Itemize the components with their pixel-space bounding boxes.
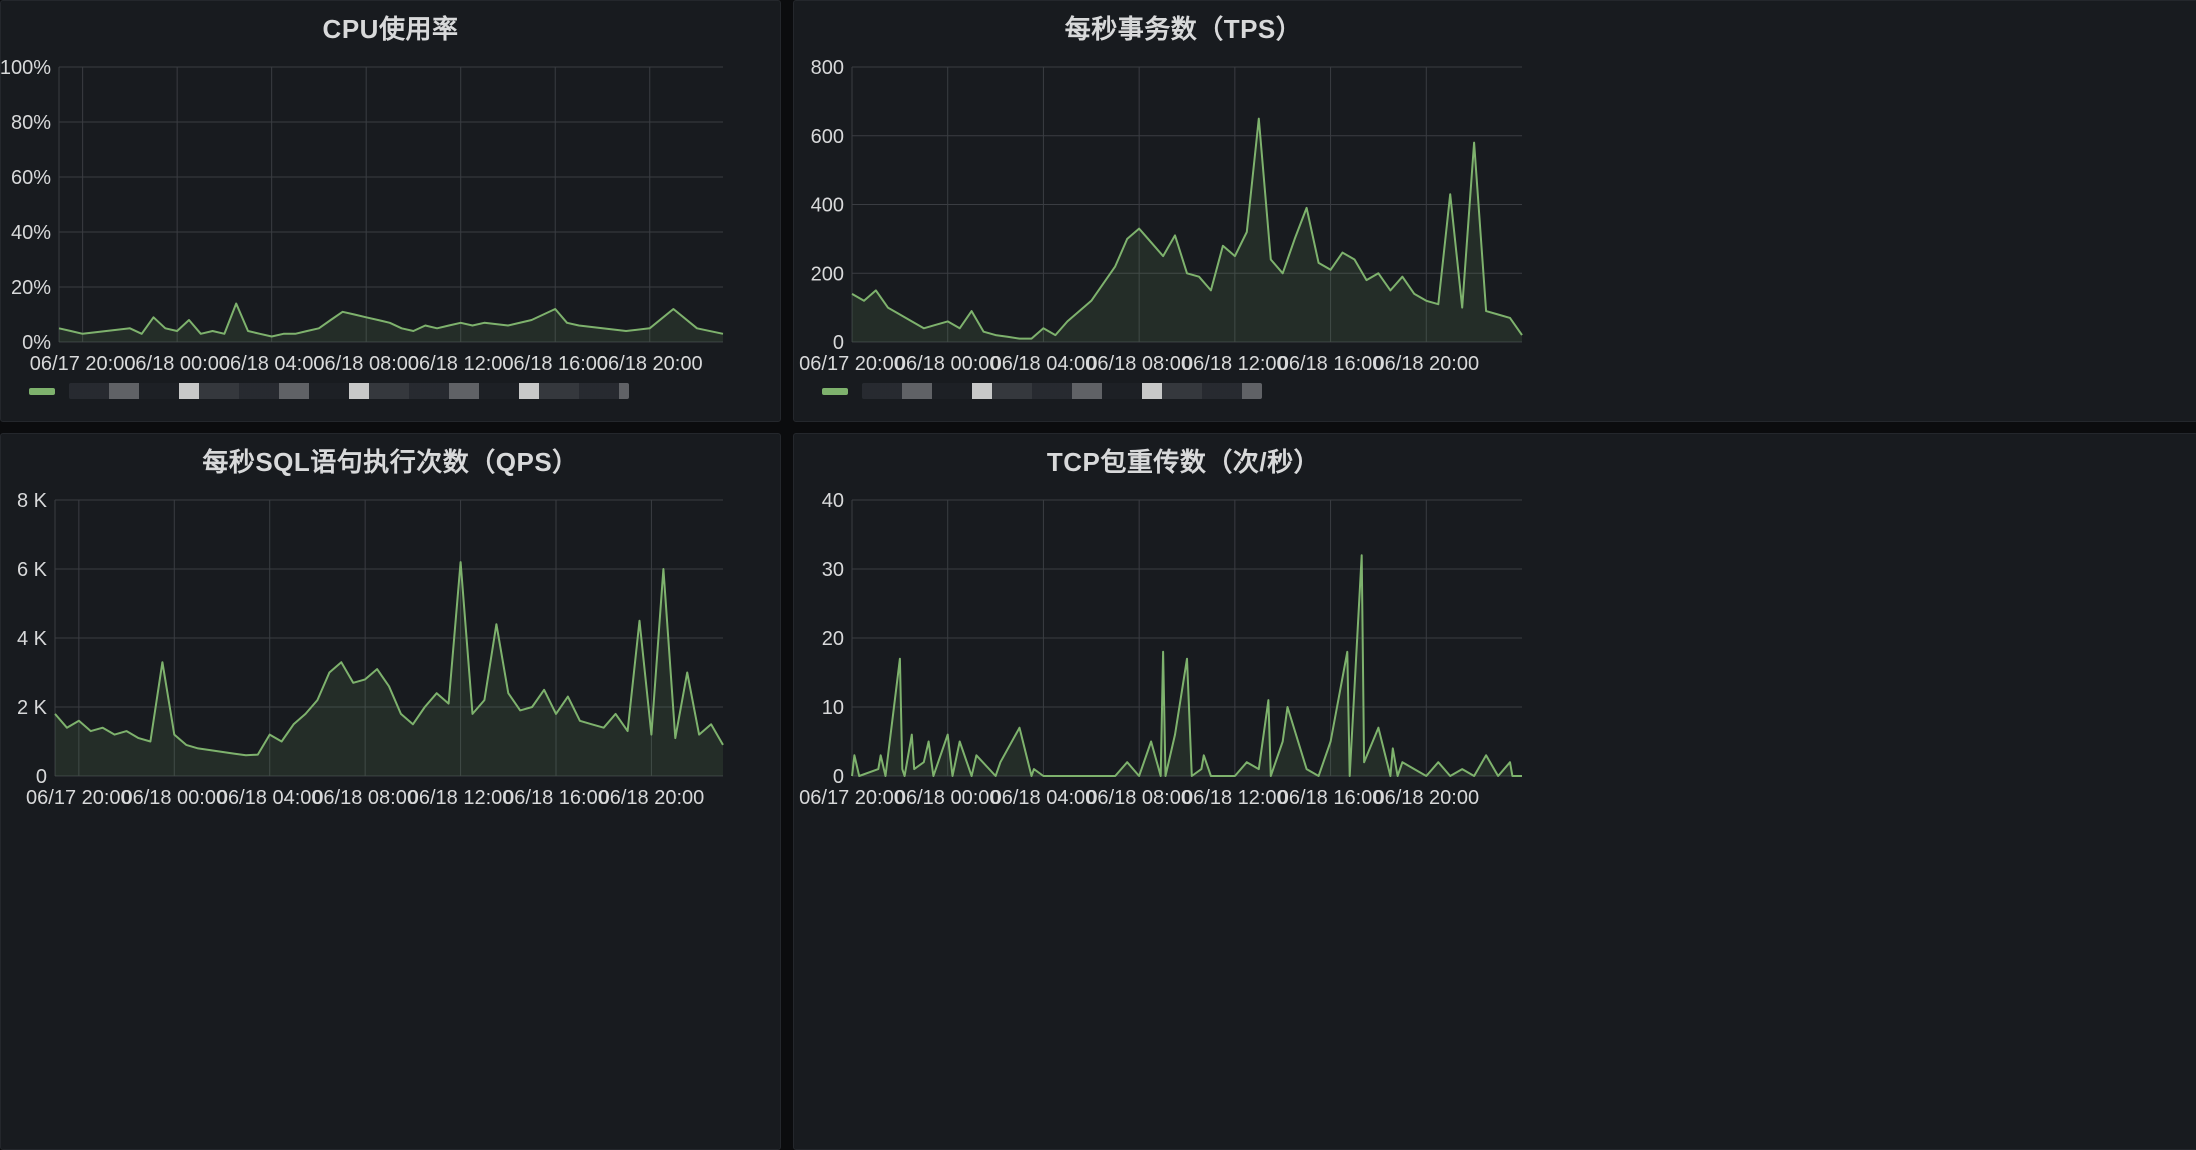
y-tick-label: 0 bbox=[36, 766, 47, 788]
x-tick-label: 06/18 04:00 bbox=[219, 353, 325, 375]
x-tick-label: 06/17 20:00 bbox=[26, 787, 132, 809]
x-tick-label: 06/18 08:00 bbox=[312, 787, 418, 809]
y-tick-label: 20% bbox=[11, 277, 51, 299]
series-line bbox=[58, 302, 724, 338]
y-tick-label: 4 K bbox=[17, 628, 48, 650]
x-tick-label: 06/17 20:00 bbox=[799, 353, 905, 375]
panel-qps: 每秒SQL语句执行次数（QPS） 0 2 K 4 K 6 K 8 K 06/17 20:0… bbox=[0, 433, 781, 1150]
y-tick-label: 600 bbox=[811, 126, 844, 148]
y-tick-label: 2 K bbox=[17, 697, 48, 719]
panel-title[interactable]: 每秒事务数（TPS） bbox=[1064, 14, 1303, 44]
x-tick-label: 06/18 04:00 bbox=[217, 787, 323, 809]
y-tick-label: 0 bbox=[833, 332, 844, 354]
x-tick-label: 06/18 00:00 bbox=[895, 787, 1001, 809]
series-line bbox=[54, 561, 724, 757]
x-tick-label: 06/18 04:00 bbox=[991, 787, 1097, 809]
y-tick-label: 400 bbox=[811, 195, 844, 217]
x-tick-label: 06/18 00:00 bbox=[121, 787, 227, 809]
y-tick-label: 100% bbox=[1, 57, 51, 79]
y-tick-label: 40% bbox=[11, 222, 51, 244]
y-tick-label: 10 bbox=[822, 697, 844, 719]
x-tick-label: 06/17 20:00 bbox=[799, 787, 905, 809]
x-tick-label: 06/18 16:00 bbox=[503, 787, 609, 809]
x-tick-label: 06/18 20:00 bbox=[599, 787, 705, 809]
x-tick-label: 06/18 20:00 bbox=[597, 353, 703, 375]
series-line bbox=[851, 117, 1523, 340]
y-tick-label: 0% bbox=[22, 332, 51, 354]
x-tick-label: 06/18 08:00 bbox=[313, 353, 419, 375]
panel-tps: 每秒事务数（TPS） 0 200 400 600 800 06/17 20:00 06/18… bbox=[793, 0, 2196, 422]
y-tick-label: 60% bbox=[11, 167, 51, 189]
legend-label-redacted bbox=[862, 383, 1262, 399]
x-tick-label: 06/18 08:00 bbox=[1086, 787, 1192, 809]
y-tick-label: 40 bbox=[822, 490, 844, 512]
panel-title[interactable]: CPU使用率 bbox=[322, 14, 459, 44]
x-tick-label: 06/18 12:00 bbox=[1182, 787, 1288, 809]
y-tick-label: 800 bbox=[811, 57, 844, 79]
y-tick-label: 200 bbox=[811, 263, 844, 285]
x-tick-label: 06/18 12:00 bbox=[1182, 353, 1288, 375]
y-tick-label: 30 bbox=[822, 559, 844, 581]
x-tick-label: 06/18 16:00 bbox=[1278, 787, 1384, 809]
x-tick-label: 06/17 20:00 bbox=[30, 353, 136, 375]
legend-swatch bbox=[29, 387, 55, 395]
y-tick-label: 20 bbox=[822, 628, 844, 650]
x-tick-label: 06/18 00:00 bbox=[895, 353, 1001, 375]
legend-label-redacted bbox=[69, 383, 629, 399]
legend[interactable] bbox=[29, 383, 629, 399]
x-tick-label: 06/18 20:00 bbox=[1373, 787, 1479, 809]
y-tick-label: 80% bbox=[11, 112, 51, 134]
x-tick-label: 06/18 12:00 bbox=[408, 787, 514, 809]
panel-cpu: CPU使用率 0% 20% 40% 60% 80% 100% 06/17 20:00 06/1… bbox=[0, 0, 781, 422]
legend-swatch bbox=[822, 387, 848, 395]
y-tick-label: 6 K bbox=[17, 559, 48, 581]
y-tick-label: 0 bbox=[833, 766, 844, 788]
series-area bbox=[852, 118, 1522, 342]
panel-title[interactable]: TCP包重传数（次/秒） bbox=[1046, 447, 1321, 477]
y-tick-label: 8 K bbox=[17, 490, 48, 512]
series-line bbox=[851, 554, 1522, 777]
panel-title[interactable]: 每秒SQL语句执行次数（QPS） bbox=[202, 447, 579, 477]
x-tick-label: 06/18 12:00 bbox=[408, 353, 514, 375]
x-tick-label: 06/18 16:00 bbox=[502, 353, 608, 375]
x-tick-label: 06/18 04:00 bbox=[991, 353, 1097, 375]
x-tick-label: 06/18 00:00 bbox=[124, 353, 230, 375]
legend[interactable] bbox=[822, 383, 1262, 399]
x-tick-label: 06/18 16:00 bbox=[1278, 353, 1384, 375]
x-tick-label: 06/18 20:00 bbox=[1373, 353, 1479, 375]
series-area bbox=[55, 562, 723, 776]
x-tick-label: 06/18 08:00 bbox=[1086, 353, 1192, 375]
panel-tcp: TCP包重传数（次/秒） 0 10 20 30 40 06/17 20:00 06/18 0… bbox=[793, 433, 2196, 1150]
